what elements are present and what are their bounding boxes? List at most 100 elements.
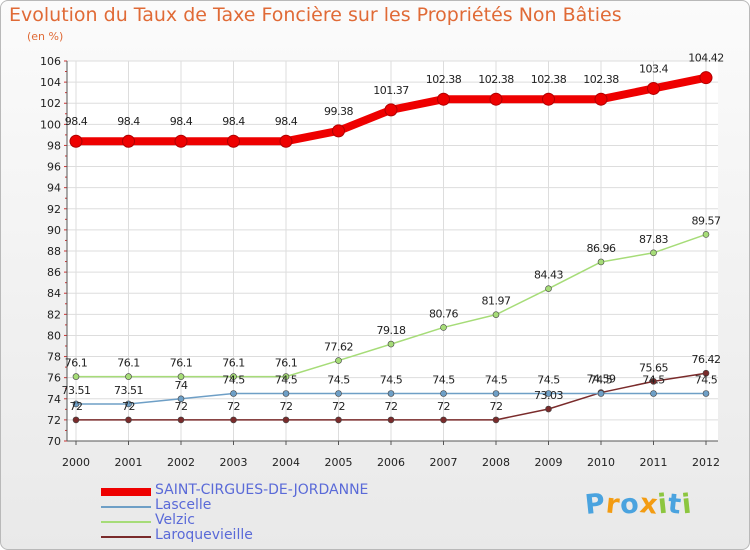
data-point	[335, 357, 342, 364]
data-point	[492, 311, 500, 318]
data-point	[335, 416, 342, 424]
y-tick-label: 80	[47, 329, 61, 342]
y-tick-label: 86	[47, 266, 61, 279]
x-tick-label: 2010	[587, 456, 615, 469]
legend-swatch	[101, 488, 151, 496]
y-tick-label: 74	[47, 393, 61, 406]
x-tick-label: 2003	[220, 456, 248, 469]
data-label: 77.62	[324, 341, 353, 354]
data-label: 98.4	[222, 115, 245, 128]
data-point	[122, 134, 135, 148]
x-tick-label: 2005	[325, 456, 353, 469]
data-point	[230, 373, 237, 380]
data-label: 80.76	[429, 307, 458, 320]
data-point	[597, 258, 605, 266]
data-label: 98.4	[275, 115, 298, 128]
y-tick-label: 104	[40, 76, 61, 89]
data-point	[545, 285, 552, 292]
data-point	[702, 231, 710, 238]
data-point	[594, 92, 608, 106]
chart-subtitle: (en %)	[27, 30, 64, 43]
x-tick-label: 2004	[272, 456, 300, 469]
data-point	[177, 395, 185, 403]
data-label: 102.38	[583, 73, 619, 86]
data-label: 98.4	[117, 115, 140, 128]
data-label: 72	[175, 400, 188, 413]
data-label: 72	[227, 400, 240, 413]
y-tick-label: 78	[47, 351, 61, 364]
data-label: 98.4	[65, 115, 88, 128]
data-point	[440, 324, 447, 331]
data-point	[125, 416, 132, 424]
x-tick-label: 2009	[535, 456, 563, 469]
data-point	[492, 390, 500, 397]
y-tick-label: 96	[47, 161, 61, 174]
data-label: 76.1	[117, 357, 140, 370]
data-point	[387, 340, 395, 348]
data-point	[384, 103, 398, 117]
data-point	[702, 390, 710, 397]
data-label: 74.59	[587, 373, 616, 386]
data-point	[72, 373, 80, 380]
data-point	[125, 373, 132, 380]
data-label: 74.5	[485, 374, 508, 387]
data-point	[125, 400, 132, 408]
data-point	[650, 378, 657, 385]
data-point	[279, 134, 293, 148]
x-tick-label: 2007	[430, 456, 458, 469]
legend-swatch	[101, 506, 151, 508]
data-label: 79.18	[377, 324, 406, 337]
x-tick-label: 2001	[115, 456, 143, 469]
data-label: 72	[122, 400, 135, 413]
data-label: 84.43	[534, 269, 563, 282]
data-label: 74	[175, 379, 188, 392]
y-tick-label: 106	[40, 55, 61, 68]
data-label: 72	[385, 400, 398, 413]
data-point	[177, 373, 185, 380]
data-point	[335, 390, 342, 397]
data-label: 73.51	[62, 384, 91, 397]
data-point	[230, 416, 237, 424]
data-label: 102.38	[531, 73, 567, 86]
legend-label: Velzic	[155, 512, 195, 528]
data-point	[282, 416, 290, 424]
data-point	[69, 134, 83, 148]
x-tick-label: 2006	[377, 456, 405, 469]
y-tick-label: 90	[47, 224, 61, 237]
data-point	[492, 416, 500, 424]
proxiti-logo: Proxiti	[583, 488, 694, 521]
data-label: 76.1	[275, 357, 298, 370]
data-label: 86.96	[587, 242, 616, 255]
data-label: 99.38	[324, 105, 353, 118]
data-label: 101.37	[373, 84, 409, 97]
data-label: 72	[280, 400, 293, 413]
y-tick-label: 94	[47, 182, 61, 195]
data-point	[699, 71, 713, 85]
data-label: 74.5	[380, 374, 403, 387]
data-label: 72	[437, 400, 450, 413]
data-label: 74.5	[642, 374, 665, 387]
data-label: 81.97	[482, 295, 511, 308]
x-tick-label: 2012	[692, 456, 720, 469]
data-label: 98.4	[170, 115, 193, 128]
data-label: 103.4	[639, 62, 668, 75]
data-point	[597, 390, 605, 397]
x-tick-label: 2002	[167, 456, 195, 469]
y-tick-label: 98	[47, 139, 61, 152]
data-point	[650, 249, 657, 257]
data-point	[387, 416, 395, 424]
data-point	[227, 134, 240, 148]
data-point	[489, 92, 503, 106]
data-label: 76.42	[692, 353, 721, 366]
y-tick-label: 88	[47, 245, 61, 258]
y-tick-label: 92	[47, 203, 61, 216]
data-point	[72, 416, 80, 424]
data-point	[545, 405, 552, 413]
data-label: 74.5	[590, 374, 613, 387]
data-point	[282, 373, 290, 380]
data-label: 72	[490, 400, 503, 413]
y-tick-label: 84	[47, 287, 61, 300]
y-tick-label: 100	[40, 118, 61, 131]
